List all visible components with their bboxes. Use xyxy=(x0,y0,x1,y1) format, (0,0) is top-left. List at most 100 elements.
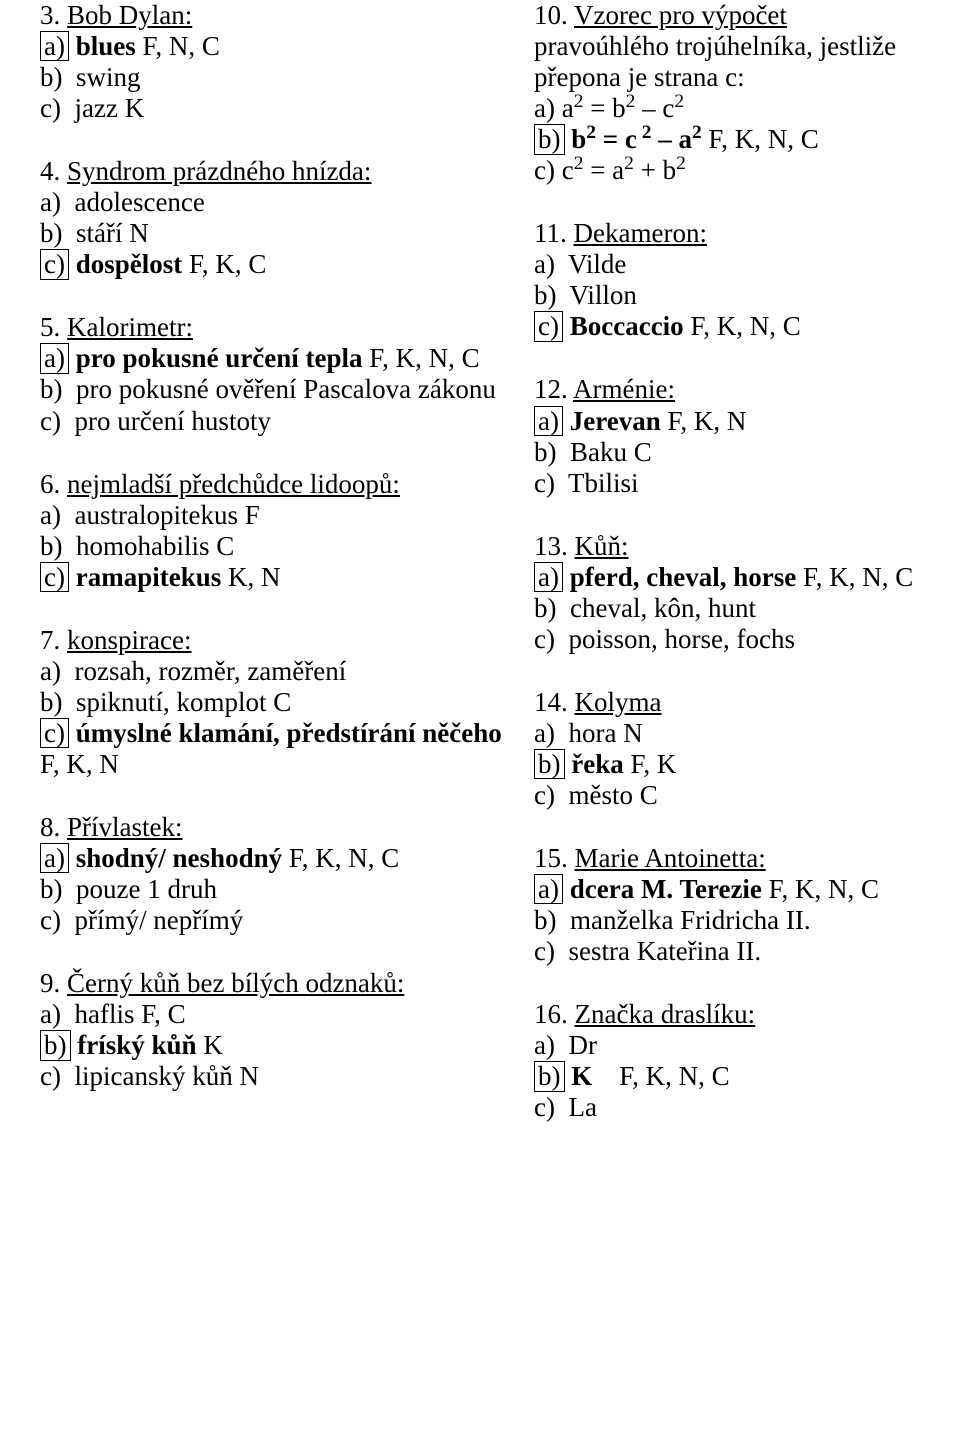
answer-text: F, K xyxy=(624,749,677,779)
question-label: Syndrom prázdného hnízda: xyxy=(67,156,371,186)
answer-option: c) lipicanský kůň N xyxy=(40,1061,506,1092)
question-block: 13. Kůň:a) pferd, cheval, horse F, K, N,… xyxy=(534,531,960,655)
question-title: 15. Marie Antoinetta: xyxy=(534,843,960,874)
answer-option: b) Baku C xyxy=(534,437,960,468)
answer-text: Villon xyxy=(563,280,637,310)
answer-text: pro určení hustoty xyxy=(68,406,271,436)
answer-letter-boxed: a) xyxy=(40,31,69,61)
answer-option: a) Dr xyxy=(534,1030,960,1061)
answer-letter-boxed: b) xyxy=(534,1061,565,1091)
question-label: Značka draslíku: xyxy=(575,999,756,1029)
answer-letter-boxed: c) xyxy=(40,562,69,592)
question-label: Kalorimetr: xyxy=(67,312,193,342)
question-label: Kolyma xyxy=(575,687,662,717)
question-label: Arménie: xyxy=(573,374,675,404)
answer-text: rozsah, rozměr, zaměření xyxy=(68,656,347,686)
answer-text-bold: pferd, cheval, horse xyxy=(570,562,796,592)
answer-option: b) K F, K, N, C xyxy=(534,1061,960,1092)
answer-letter-boxed: a) xyxy=(534,562,563,592)
answer-letter: a) xyxy=(40,500,61,531)
answer-letter-boxed: b) xyxy=(534,749,565,779)
answer-letter: b) xyxy=(40,687,63,718)
answer-text: La xyxy=(562,1092,597,1122)
answer-text: Vilde xyxy=(562,249,627,279)
question-title: 4. Syndrom prázdného hnízda: xyxy=(40,156,506,187)
answer-letter: b) xyxy=(534,437,557,468)
answer-option: a) Jerevan F, K, N xyxy=(534,406,960,437)
answer-option: c) úmyslné klamání, předstírání něčeho F… xyxy=(40,718,506,780)
question-block: 10. Vzorec pro výpočetpravoúhlého trojúh… xyxy=(534,0,960,186)
answer-text-bold: řeka xyxy=(571,749,623,779)
answer-text: stáří N xyxy=(69,218,148,248)
answer-text-bold: úmyslné klamání, předstírání něčeho xyxy=(76,718,502,748)
answer-option: c) pro určení hustoty xyxy=(40,406,506,437)
answer-option: c) Boccaccio F, K, N, C xyxy=(534,311,960,342)
answer-letter: a) xyxy=(534,718,555,749)
answer-letter: b) xyxy=(40,218,63,249)
answer-text: haflis F, C xyxy=(68,999,186,1029)
question-label: Vzorec pro výpočet xyxy=(574,0,787,30)
answer-text: F, K, N, C xyxy=(702,124,819,154)
answer-letter-boxed: b) xyxy=(534,124,565,154)
question-block: 16. Značka draslíku:a) Drb) K F, K, N, C… xyxy=(534,999,960,1123)
answer-option: b) řeka F, K xyxy=(534,749,960,780)
question-block: 15. Marie Antoinetta:a) dcera M. Terezie… xyxy=(534,843,960,967)
answer-text: město C xyxy=(562,780,658,810)
answer-text: cheval, kôn, hunt xyxy=(563,593,756,623)
answer-letter: c) xyxy=(534,780,555,811)
answer-option: b) b2 = c 2 – a2 F, K, N, C xyxy=(534,124,960,155)
answer-letter: c) xyxy=(40,406,61,437)
question-title-extra: přepona je strana c: xyxy=(534,62,960,93)
answer-letter: c) xyxy=(40,1061,61,1092)
answer-option: c) La xyxy=(534,1092,960,1123)
question-block: 8. Přívlastek:a) shodný/ neshodný F, K, … xyxy=(40,812,506,936)
question-title: 12. Arménie: xyxy=(534,374,960,405)
answer-letter-boxed: c) xyxy=(534,311,563,341)
answer-option: a) pro pokusné určení tepla F, K, N, C xyxy=(40,343,506,374)
answer-letter-boxed: c) xyxy=(40,718,69,748)
answer-text: F, K, N xyxy=(661,406,747,436)
answer-option: a) rozsah, rozměr, zaměření xyxy=(40,656,506,687)
answer-text: přímý/ nepřímý xyxy=(68,905,243,935)
question-block: 7. konspirace:a) rozsah, rozměr, zaměřen… xyxy=(40,625,506,780)
question-title: 16. Značka draslíku: xyxy=(534,999,960,1030)
two-column-layout: 3. Bob Dylan:a) blues F, N, Cb) swingc) … xyxy=(40,0,960,1155)
answer-text: Dr xyxy=(562,1030,597,1060)
question-label: Přívlastek: xyxy=(67,812,183,842)
answer-option: a) haflis F, C xyxy=(40,999,506,1030)
answer-text: homohabilis C xyxy=(69,531,234,561)
question-number: 5. xyxy=(40,312,67,342)
answer-text-bold: Jerevan xyxy=(570,406,661,436)
answer-option: c) dospělost F, K, C xyxy=(40,249,506,280)
answer-option: c) ramapitekus K, N xyxy=(40,562,506,593)
answer-text-bold: b2 = c 2 – a2 xyxy=(571,124,701,154)
answer-letter: c) xyxy=(40,905,61,936)
answer-option: a) dcera M. Terezie F, K, N, C xyxy=(534,874,960,905)
answer-text: F, K, N, C xyxy=(363,343,480,373)
question-block: 11. Dekameron:a) Vildeb) Villonc) Boccac… xyxy=(534,218,960,342)
question-title: 3. Bob Dylan: xyxy=(40,0,506,31)
answer-option: a) hora N xyxy=(534,718,960,749)
answer-text-bold: K xyxy=(571,1061,592,1091)
answer-text: swing xyxy=(69,62,140,92)
question-number: 16. xyxy=(534,999,575,1029)
answer-text: Baku C xyxy=(563,437,652,467)
question-number: 15. xyxy=(534,843,575,873)
question-block: 6. nejmladší předchůdce lidoopů:a) austr… xyxy=(40,469,506,593)
question-number: 9. xyxy=(40,968,67,998)
question-title: 7. konspirace: xyxy=(40,625,506,656)
question-label: Kůň: xyxy=(575,531,629,561)
answer-letter: a) xyxy=(40,656,61,687)
question-label: Bob Dylan: xyxy=(67,0,192,30)
answer-text: K xyxy=(197,1030,223,1060)
question-title: 5. Kalorimetr: xyxy=(40,312,506,343)
answer-option: b) swing xyxy=(40,62,506,93)
question-number: 12. xyxy=(534,374,573,404)
answer-text-bold: shodný/ neshodný xyxy=(76,843,282,873)
answer-letter-boxed: a) xyxy=(40,843,69,873)
answer-letter: c) xyxy=(534,155,555,186)
answer-text: F, K, C xyxy=(182,249,266,279)
answer-text: manželka Fridricha II. xyxy=(563,905,810,935)
answer-text: hora N xyxy=(562,718,643,748)
answer-text: F, N, C xyxy=(136,31,220,61)
